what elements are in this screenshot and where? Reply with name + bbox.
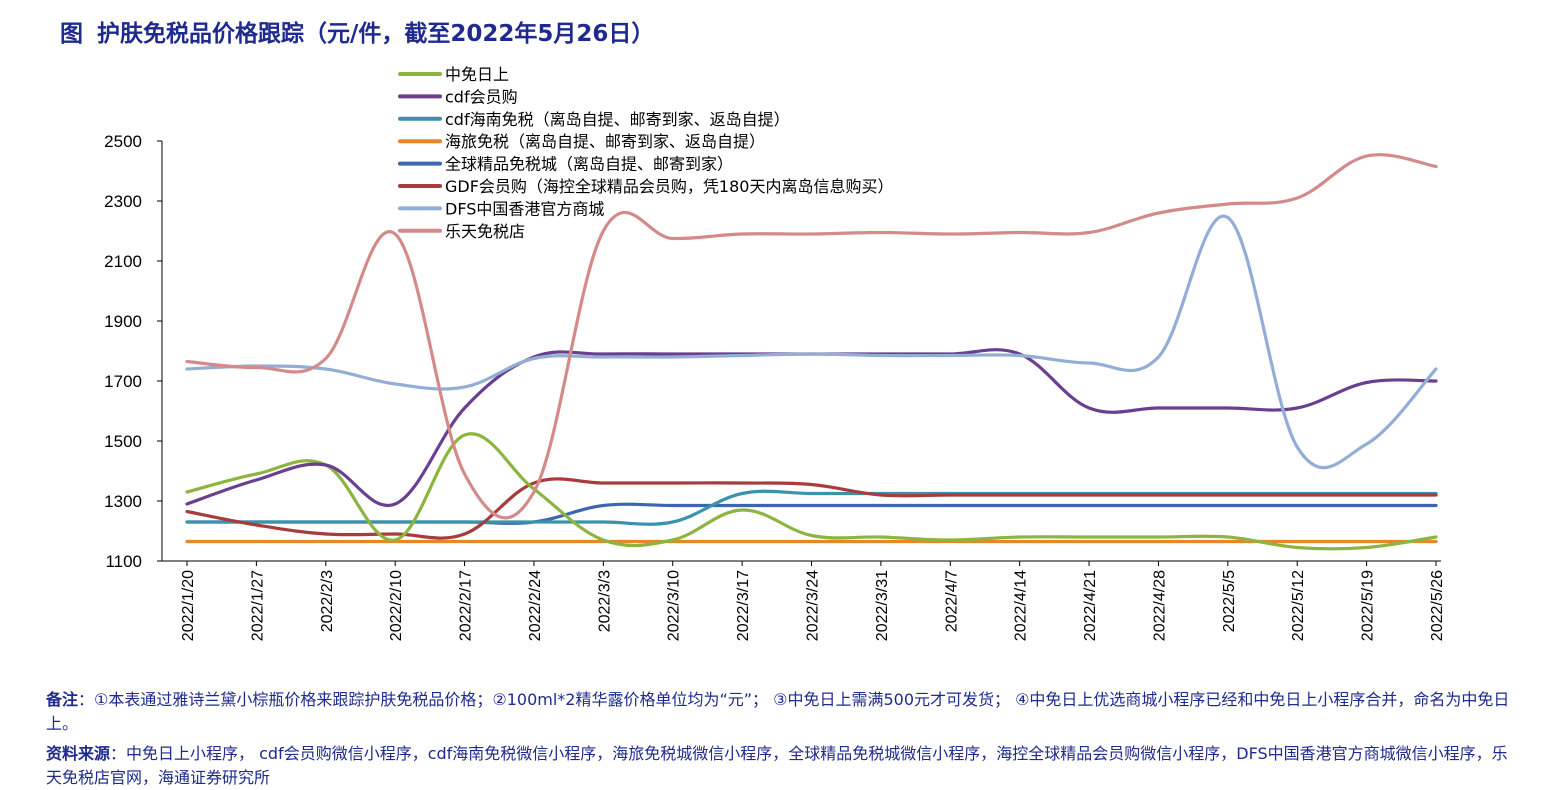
- y-tick-label: 1300: [104, 492, 142, 511]
- series-line-5: [185, 477, 1438, 540]
- x-tick-label: 2022/4/7: [943, 570, 960, 632]
- x-tick-label: 2022/3/10: [666, 570, 683, 641]
- remark-text: ：①本表通过雅诗兰黛小棕瓶价格来跟踪护肤免税品价格；②100ml*2精华露价格单…: [46, 690, 1510, 733]
- x-tick-label: 2022/3/17: [735, 570, 752, 641]
- footnote-source: 资料来源：中免日上小程序， cdf会员购微信小程序，cdf海南免税微信小程序，海…: [46, 742, 1516, 790]
- legend-label-2: cdf海南免税（离岛自提、邮寄到家、返岛自提）: [445, 110, 790, 129]
- x-tick-label: 2022/5/26: [1429, 570, 1446, 641]
- chart-title: 图护肤免税品价格跟踪（元/件，截至2022年5月26日）: [60, 14, 654, 48]
- y-tick-label: 1100: [105, 552, 142, 571]
- y-tick-label: 2500: [104, 132, 142, 151]
- series-line-7: [185, 153, 1438, 520]
- y-tick-label: 2300: [104, 192, 142, 211]
- legend-label-0: 中免日上: [445, 65, 509, 84]
- series-line-1: [185, 348, 1438, 508]
- x-tick-label: 2022/5/19: [1360, 570, 1377, 641]
- y-tick-label: 1700: [104, 372, 142, 391]
- remark-label: 备注: [46, 690, 79, 709]
- x-tick-label: 2022/2/3: [319, 570, 336, 632]
- x-tick-label: 2022/5/5: [1221, 570, 1238, 632]
- x-tick-label: 2022/4/28: [1151, 570, 1168, 641]
- legend-label-7: 乐天免税店: [445, 222, 525, 241]
- x-tick-label: 2022/2/10: [388, 570, 405, 641]
- footnote-remark: 备注：①本表通过雅诗兰黛小棕瓶价格来跟踪护肤免税品价格；②100ml*2精华露价…: [46, 688, 1516, 736]
- y-tick-label: 1900: [104, 312, 142, 331]
- y-tick-label: 1500: [104, 432, 142, 451]
- x-tick-label: 2022/4/21: [1082, 570, 1099, 641]
- x-tick-label: 2022/4/14: [1013, 570, 1030, 641]
- x-tick-label: 2022/1/27: [249, 570, 266, 641]
- source-label: 资料来源: [46, 744, 111, 763]
- source-text: ：中免日上小程序， cdf会员购微信小程序，cdf海南免税微信小程序，海旅免税城…: [46, 744, 1508, 787]
- x-tick-label: 2022/5/12: [1290, 570, 1307, 641]
- x-tick-label: 2022/2/24: [527, 570, 544, 641]
- y-tick-label: 2100: [104, 252, 142, 271]
- legend-label-6: DFS中国香港官方商城: [445, 199, 604, 218]
- x-tick-label: 2022/1/20: [180, 570, 197, 641]
- x-tick-label: 2022/3/31: [874, 570, 891, 641]
- x-tick-label: 2022/3/24: [805, 570, 822, 641]
- legend-label-3: 海旅免税（离岛自提、邮寄到家、返岛自提）: [445, 132, 765, 151]
- figure-title-text: 护肤免税品价格跟踪（元/件，截至2022年5月26日）: [97, 21, 655, 47]
- legend-label-1: cdf会员购: [445, 87, 518, 106]
- figure-prefix: 图: [60, 21, 83, 47]
- x-tick-label: 2022/2/17: [458, 570, 475, 641]
- x-tick-label: 2022/3/3: [596, 570, 613, 632]
- legend-label-4: 全球精品免税城（离岛自提、邮寄到家）: [445, 155, 733, 174]
- legend-label-5: GDF会员购（海控全球精品会员购，凭180天内离岛信息购买）: [445, 177, 893, 196]
- series-line-0: [185, 432, 1438, 551]
- series-line-6: [185, 214, 1438, 470]
